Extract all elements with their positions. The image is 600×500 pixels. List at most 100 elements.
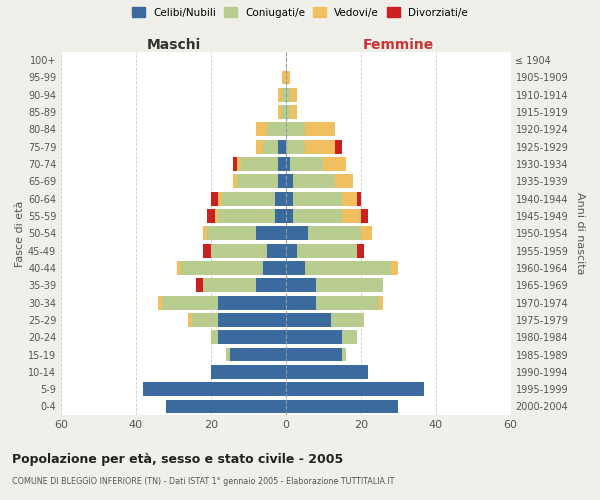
- Bar: [286, 140, 305, 153]
- Bar: [361, 226, 372, 240]
- Bar: [218, 209, 275, 223]
- Bar: [286, 174, 293, 188]
- Bar: [203, 278, 256, 292]
- Bar: [286, 105, 290, 119]
- Bar: [278, 140, 286, 153]
- Bar: [297, 244, 357, 258]
- Bar: [218, 330, 286, 344]
- Bar: [293, 174, 335, 188]
- Bar: [226, 348, 230, 362]
- Bar: [218, 313, 286, 327]
- Bar: [293, 192, 342, 205]
- Bar: [211, 365, 286, 379]
- Bar: [241, 157, 278, 171]
- Bar: [237, 157, 241, 171]
- Bar: [267, 244, 286, 258]
- Bar: [278, 88, 282, 102]
- Bar: [207, 226, 256, 240]
- Bar: [215, 209, 218, 223]
- Text: Maschi: Maschi: [146, 38, 200, 52]
- Bar: [342, 209, 361, 223]
- Bar: [286, 296, 316, 310]
- Bar: [286, 226, 308, 240]
- Text: Femmine: Femmine: [362, 38, 434, 52]
- Bar: [275, 209, 286, 223]
- Bar: [278, 174, 286, 188]
- Bar: [166, 400, 286, 413]
- Bar: [308, 226, 361, 240]
- Bar: [305, 122, 335, 136]
- Bar: [143, 382, 286, 396]
- Bar: [278, 157, 286, 171]
- Bar: [256, 122, 267, 136]
- Bar: [286, 244, 297, 258]
- Bar: [275, 192, 286, 205]
- Bar: [211, 192, 218, 205]
- Bar: [286, 192, 293, 205]
- Bar: [286, 261, 305, 275]
- Bar: [203, 226, 207, 240]
- Bar: [237, 174, 278, 188]
- Bar: [256, 140, 263, 153]
- Bar: [177, 261, 181, 275]
- Bar: [361, 209, 368, 223]
- Bar: [379, 296, 383, 310]
- Bar: [286, 70, 290, 85]
- Bar: [233, 174, 237, 188]
- Bar: [192, 313, 218, 327]
- Bar: [391, 261, 398, 275]
- Bar: [263, 261, 286, 275]
- Bar: [211, 330, 218, 344]
- Bar: [357, 192, 361, 205]
- Bar: [305, 261, 391, 275]
- Bar: [162, 296, 218, 310]
- Y-axis label: Anni di nascita: Anni di nascita: [575, 192, 585, 274]
- Bar: [207, 209, 215, 223]
- Bar: [290, 88, 297, 102]
- Bar: [290, 105, 297, 119]
- Bar: [335, 174, 353, 188]
- Bar: [286, 365, 368, 379]
- Bar: [323, 157, 346, 171]
- Bar: [331, 313, 364, 327]
- Bar: [316, 296, 379, 310]
- Bar: [282, 88, 286, 102]
- Bar: [188, 313, 192, 327]
- Bar: [222, 192, 275, 205]
- Bar: [290, 157, 323, 171]
- Bar: [305, 140, 335, 153]
- Bar: [256, 278, 286, 292]
- Text: Popolazione per età, sesso e stato civile - 2005: Popolazione per età, sesso e stato civil…: [12, 452, 343, 466]
- Bar: [316, 278, 383, 292]
- Bar: [286, 122, 305, 136]
- Bar: [278, 105, 282, 119]
- Bar: [203, 244, 211, 258]
- Bar: [158, 296, 162, 310]
- Bar: [342, 348, 346, 362]
- Bar: [218, 296, 286, 310]
- Bar: [230, 348, 286, 362]
- Bar: [256, 226, 286, 240]
- Bar: [286, 157, 290, 171]
- Bar: [342, 330, 357, 344]
- Bar: [286, 330, 342, 344]
- Bar: [342, 192, 357, 205]
- Legend: Celibi/Nubili, Coniugati/e, Vedovi/e, Divorziati/e: Celibi/Nubili, Coniugati/e, Vedovi/e, Di…: [130, 5, 470, 20]
- Bar: [196, 278, 203, 292]
- Bar: [282, 105, 286, 119]
- Bar: [211, 244, 267, 258]
- Bar: [357, 244, 364, 258]
- Bar: [282, 70, 286, 85]
- Bar: [286, 313, 331, 327]
- Text: COMUNE DI BLEGGIO INFERIORE (TN) - Dati ISTAT 1° gennaio 2005 - Elaborazione TUT: COMUNE DI BLEGGIO INFERIORE (TN) - Dati …: [12, 478, 394, 486]
- Bar: [286, 88, 290, 102]
- Bar: [233, 157, 237, 171]
- Bar: [286, 278, 316, 292]
- Bar: [293, 209, 342, 223]
- Bar: [263, 140, 278, 153]
- Bar: [335, 140, 342, 153]
- Bar: [181, 261, 263, 275]
- Bar: [286, 400, 398, 413]
- Bar: [286, 382, 424, 396]
- Bar: [267, 122, 286, 136]
